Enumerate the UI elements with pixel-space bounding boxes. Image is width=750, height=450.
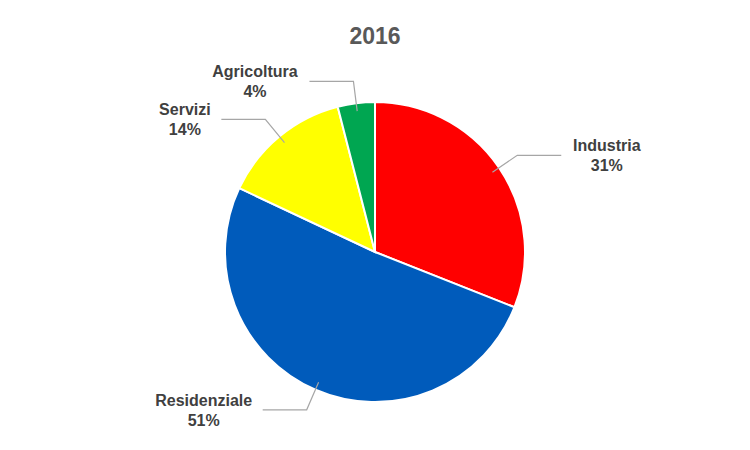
label-value: 14% — [169, 121, 201, 138]
slice — [338, 102, 375, 252]
label-category: Industria — [573, 137, 641, 154]
data-label: Industria 31% — [573, 137, 641, 174]
label-value: 51% — [188, 412, 220, 429]
leader-line — [221, 119, 284, 142]
data-label: Residenziale 51% — [155, 392, 252, 429]
title: 2016 — [349, 23, 400, 49]
leader-line — [492, 155, 561, 172]
data-label: Agricoltura 4% — [212, 63, 297, 100]
label-category: Servizi — [159, 101, 211, 118]
chart: 2016 Industria 31% Residenziale 51% Servizi 14… — [0, 0, 750, 450]
data-label: Servizi 14% — [159, 101, 211, 138]
label-category: Agricoltura — [212, 63, 297, 80]
pie — [225, 102, 525, 402]
label-category: Residenziale — [155, 392, 252, 409]
label-value: 4% — [243, 83, 266, 100]
leader-line — [263, 382, 319, 410]
labels: Industria 31% Residenziale 51% Servizi 14% Agr… — [155, 63, 640, 428]
label-value: 31% — [591, 157, 623, 174]
leader-line — [309, 81, 357, 111]
